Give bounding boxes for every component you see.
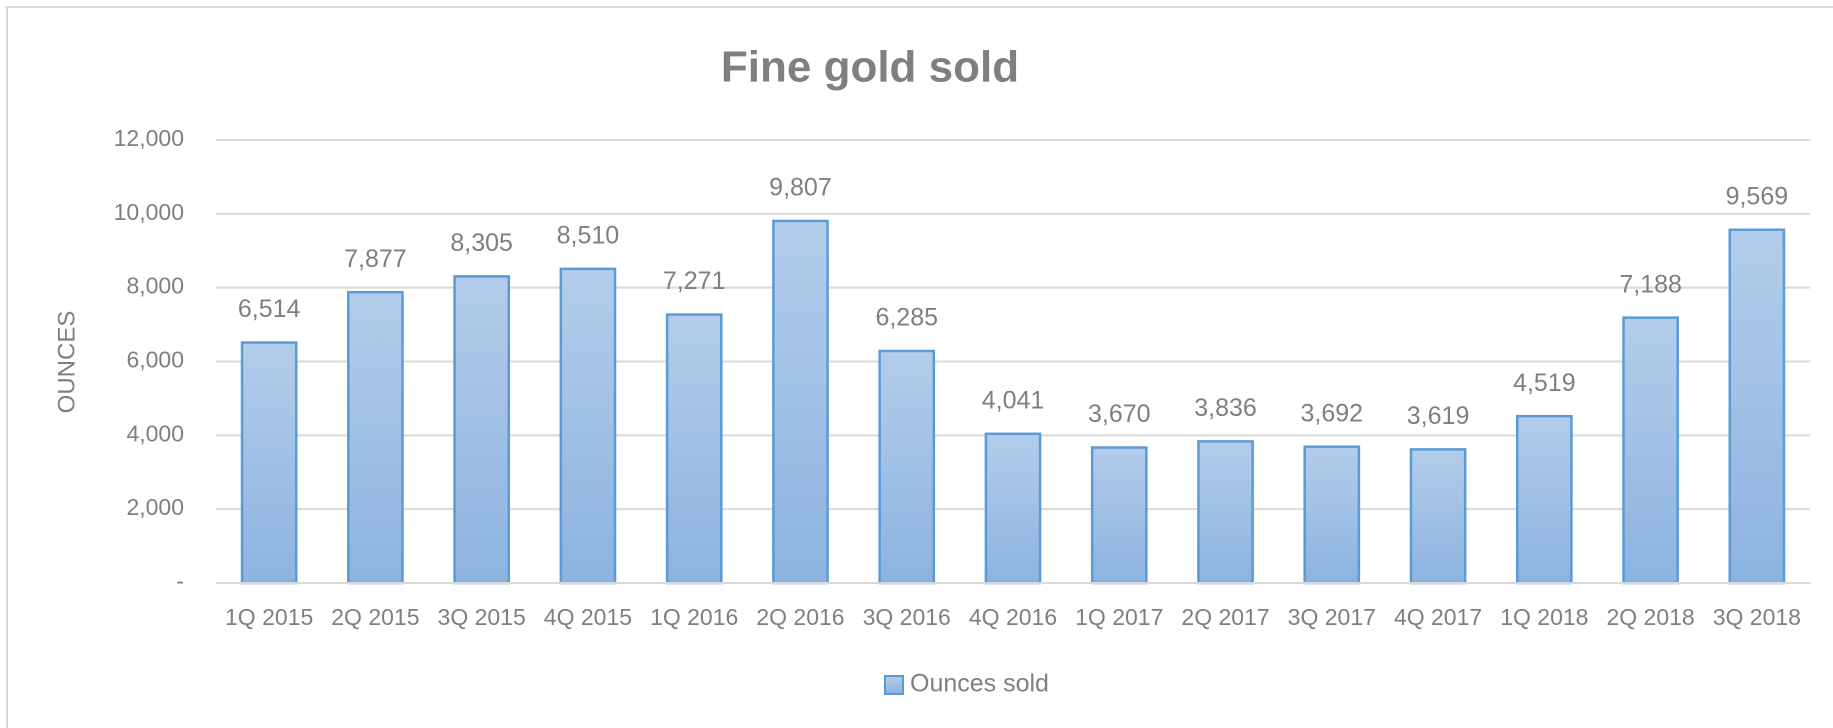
bar (1090, 446, 1148, 585)
bar (1409, 448, 1467, 585)
bar (665, 313, 723, 585)
data-label: 8,510 (557, 221, 620, 249)
bar (984, 432, 1042, 585)
bar (878, 349, 936, 585)
legend-label: Ounces sold (910, 670, 1049, 698)
data-label: 3,692 (1301, 399, 1364, 427)
data-label: 3,670 (1088, 400, 1151, 428)
y-tick-label: - (176, 568, 184, 594)
bar (772, 219, 829, 585)
x-tick-label: 2Q 2017 (1181, 604, 1269, 630)
y-tick-label: 4,000 (126, 420, 184, 446)
y-tick-label: 10,000 (114, 199, 184, 225)
data-label: 7,188 (1619, 270, 1682, 298)
data-label: 3,619 (1407, 402, 1470, 430)
y-tick-label: 6,000 (126, 347, 184, 373)
y-tick-label: 2,000 (126, 494, 184, 520)
bar (559, 267, 617, 585)
x-tick-label: 2Q 2018 (1606, 604, 1694, 630)
y-tick-label: 8,000 (126, 273, 184, 299)
data-label: 9,569 (1726, 182, 1789, 210)
x-tick-label: 3Q 2017 (1288, 604, 1376, 630)
x-tick-label: 2Q 2015 (331, 604, 419, 630)
y-tick-label: 12,000 (114, 125, 184, 151)
data-label: 6,285 (875, 304, 938, 332)
data-label: 7,877 (344, 245, 407, 273)
bar (1728, 228, 1786, 585)
bar (1515, 414, 1573, 585)
data-label: 9,807 (769, 174, 832, 202)
bar (1622, 316, 1679, 585)
bar (1303, 445, 1361, 585)
chart-title: Fine gold sold (721, 43, 1019, 92)
x-tick-label: 3Q 2016 (863, 604, 951, 630)
data-label: 6,514 (238, 295, 301, 323)
x-tick-label: 2Q 2016 (756, 604, 844, 630)
x-tick-label: 1Q 2016 (650, 604, 738, 630)
data-label: 4,519 (1513, 369, 1576, 397)
bar (347, 290, 404, 585)
x-tick-label: 4Q 2015 (544, 604, 632, 630)
x-tick-label: 3Q 2018 (1713, 604, 1801, 630)
data-label: 8,305 (450, 229, 513, 257)
bar (1197, 440, 1254, 585)
x-tick-label: 4Q 2016 (969, 604, 1057, 630)
x-tick-label: 3Q 2015 (438, 604, 526, 630)
y-axis-label: OUNCES (53, 311, 80, 414)
x-tick-label: 1Q 2017 (1075, 604, 1163, 630)
bar (240, 341, 298, 585)
data-label: 7,271 (663, 267, 726, 295)
x-tick-label: 4Q 2017 (1394, 604, 1482, 630)
bar (453, 275, 511, 585)
x-tick-label: 1Q 2015 (225, 604, 313, 630)
data-label: 3,836 (1194, 394, 1257, 422)
data-label: 4,041 (982, 386, 1045, 414)
x-tick-label: 1Q 2018 (1500, 604, 1588, 630)
legend-swatch (884, 675, 904, 695)
